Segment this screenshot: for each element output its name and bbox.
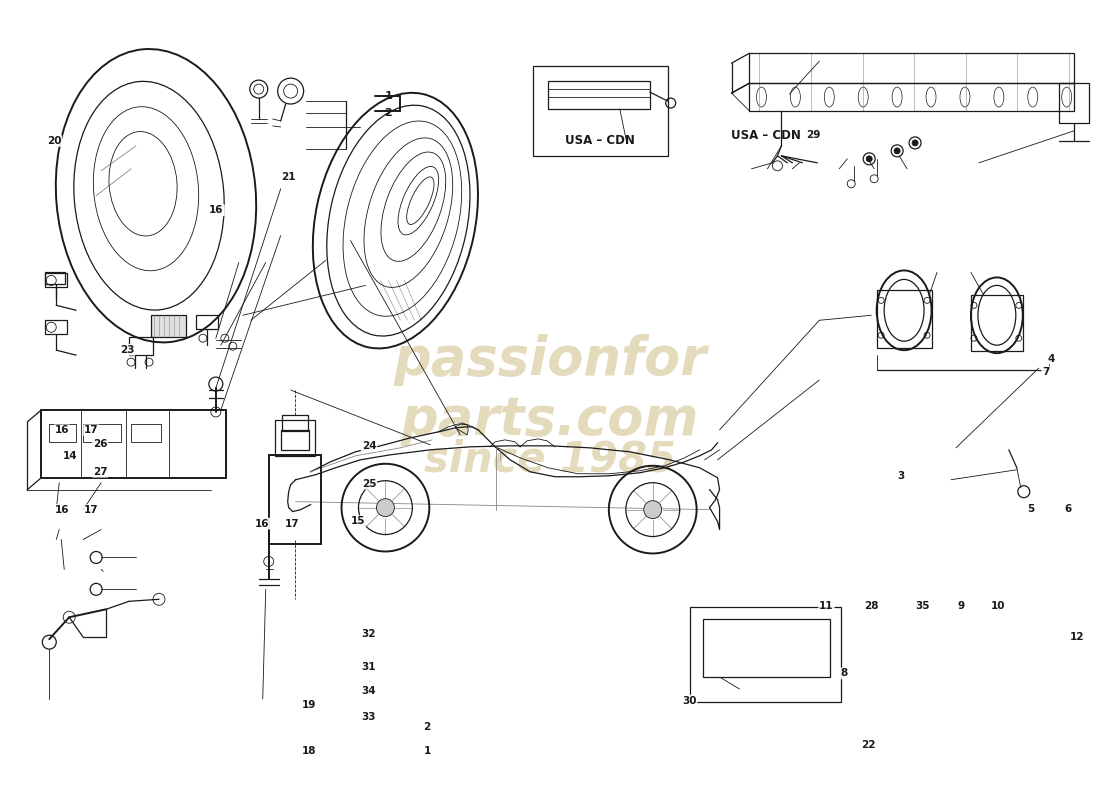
Text: 17: 17 [84,505,99,515]
Text: passionfor
parts.com: passionfor parts.com [394,334,706,446]
Text: 34: 34 [362,686,376,696]
Text: 31: 31 [362,662,376,672]
Circle shape [894,148,900,154]
Text: 4: 4 [1047,354,1055,363]
Bar [282,415,308,431]
Text: 16: 16 [55,426,69,435]
Text: 2: 2 [424,722,431,732]
Circle shape [866,156,872,162]
Text: 3: 3 [898,470,904,481]
Text: 19: 19 [301,699,316,710]
Text: 24: 24 [362,442,376,451]
Bar [548,81,650,109]
Text: 16: 16 [255,518,270,529]
Text: 7: 7 [1043,367,1049,377]
Text: 20: 20 [47,136,62,146]
Bar [151,315,186,338]
Text: 17: 17 [285,518,299,529]
Text: 28: 28 [865,601,879,610]
Bar [42,410,226,478]
Bar [196,315,218,330]
Text: 13: 13 [209,206,223,215]
Bar [45,274,67,287]
Text: USA – CDN: USA – CDN [730,129,801,142]
Text: 33: 33 [362,712,376,722]
Bar [129,338,153,355]
Circle shape [912,140,918,146]
Bar [45,320,67,334]
Text: 15: 15 [351,516,365,526]
Text: 21: 21 [282,172,296,182]
Ellipse shape [644,501,662,518]
Text: 18: 18 [301,746,316,756]
Text: 17: 17 [84,426,99,435]
Bar [268,455,320,545]
Bar [275,420,315,456]
Bar [50,424,76,442]
Text: 10: 10 [990,601,1005,610]
Text: 32: 32 [362,629,376,638]
Text: 25: 25 [362,478,376,489]
Text: 8: 8 [840,669,848,678]
Bar [1058,83,1089,123]
Text: 23: 23 [120,345,135,354]
Text: since 1985: since 1985 [424,438,676,481]
Bar [131,424,161,442]
Text: 9: 9 [958,601,965,610]
Text: 14: 14 [63,451,78,461]
Text: 5: 5 [1027,504,1034,514]
Text: 35: 35 [916,601,931,610]
Bar [280,430,309,450]
Text: 16: 16 [55,505,69,515]
Ellipse shape [376,498,395,517]
Text: 27: 27 [92,466,108,477]
Text: 12: 12 [1069,632,1084,642]
Bar [534,66,668,156]
Text: USA – CDN: USA – CDN [565,134,635,147]
Bar [84,424,121,442]
Text: 6: 6 [1065,504,1071,514]
Text: 2: 2 [385,108,393,118]
Text: 30: 30 [682,695,696,706]
Bar [971,295,1023,351]
Text: 1: 1 [424,746,431,756]
Text: 22: 22 [861,740,876,750]
Bar [877,290,932,348]
Text: 26: 26 [92,439,108,449]
Text: 11: 11 [820,601,834,610]
Text: 29: 29 [806,130,821,140]
Bar [45,273,65,285]
Bar [690,607,842,702]
Bar [703,619,830,677]
Text: 1: 1 [385,91,393,101]
Text: 16: 16 [209,206,223,215]
